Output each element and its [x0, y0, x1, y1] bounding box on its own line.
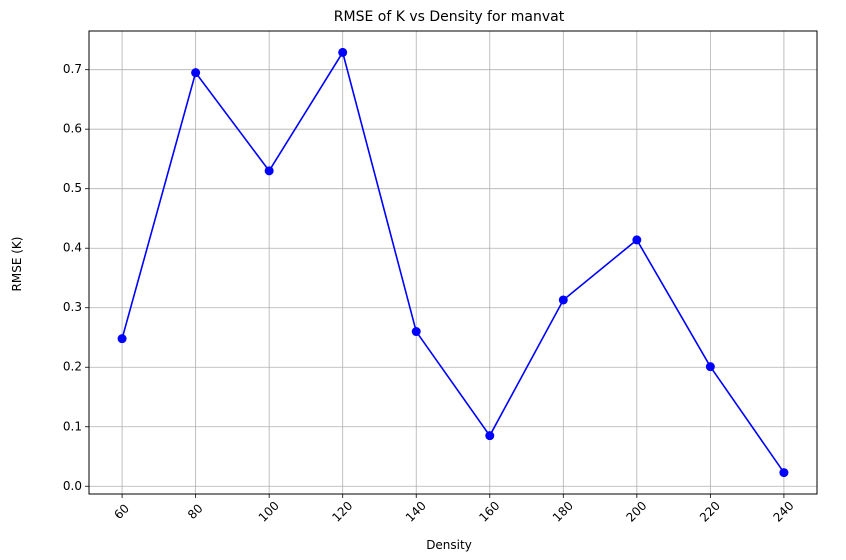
data-point — [411, 327, 421, 337]
data-point — [117, 334, 127, 344]
plot-frame — [88, 30, 818, 495]
y-axis: 0.0 0.1 0.2 0.3 0.4 0.5 0.6 0.7 — [63, 62, 89, 493]
grid — [89, 31, 817, 494]
y-tick-label: 0.0 — [63, 479, 82, 493]
data-point — [779, 468, 789, 478]
y-tick-label: 0.5 — [63, 181, 82, 195]
y-axis-title: RMSE (K) — [10, 237, 24, 292]
data-point — [338, 47, 348, 57]
data-point — [264, 166, 274, 176]
data-point — [191, 68, 201, 78]
x-axis-title: Density — [426, 538, 472, 552]
data-point — [705, 362, 715, 372]
y-tick-label: 0.1 — [63, 419, 82, 433]
chart-title: RMSE of K vs Density for manvat — [334, 9, 565, 25]
y-tick-label: 0.3 — [63, 300, 82, 314]
data-point — [558, 295, 568, 305]
y-tick-label: 0.6 — [63, 122, 82, 136]
y-tick-label: 0.7 — [63, 62, 82, 76]
y-tick-label: 0.4 — [63, 241, 82, 255]
y-tick-label: 0.2 — [63, 360, 82, 374]
plot-area — [117, 47, 789, 478]
series-line — [121, 50, 785, 474]
data-point — [632, 235, 642, 245]
data-point — [485, 431, 495, 441]
